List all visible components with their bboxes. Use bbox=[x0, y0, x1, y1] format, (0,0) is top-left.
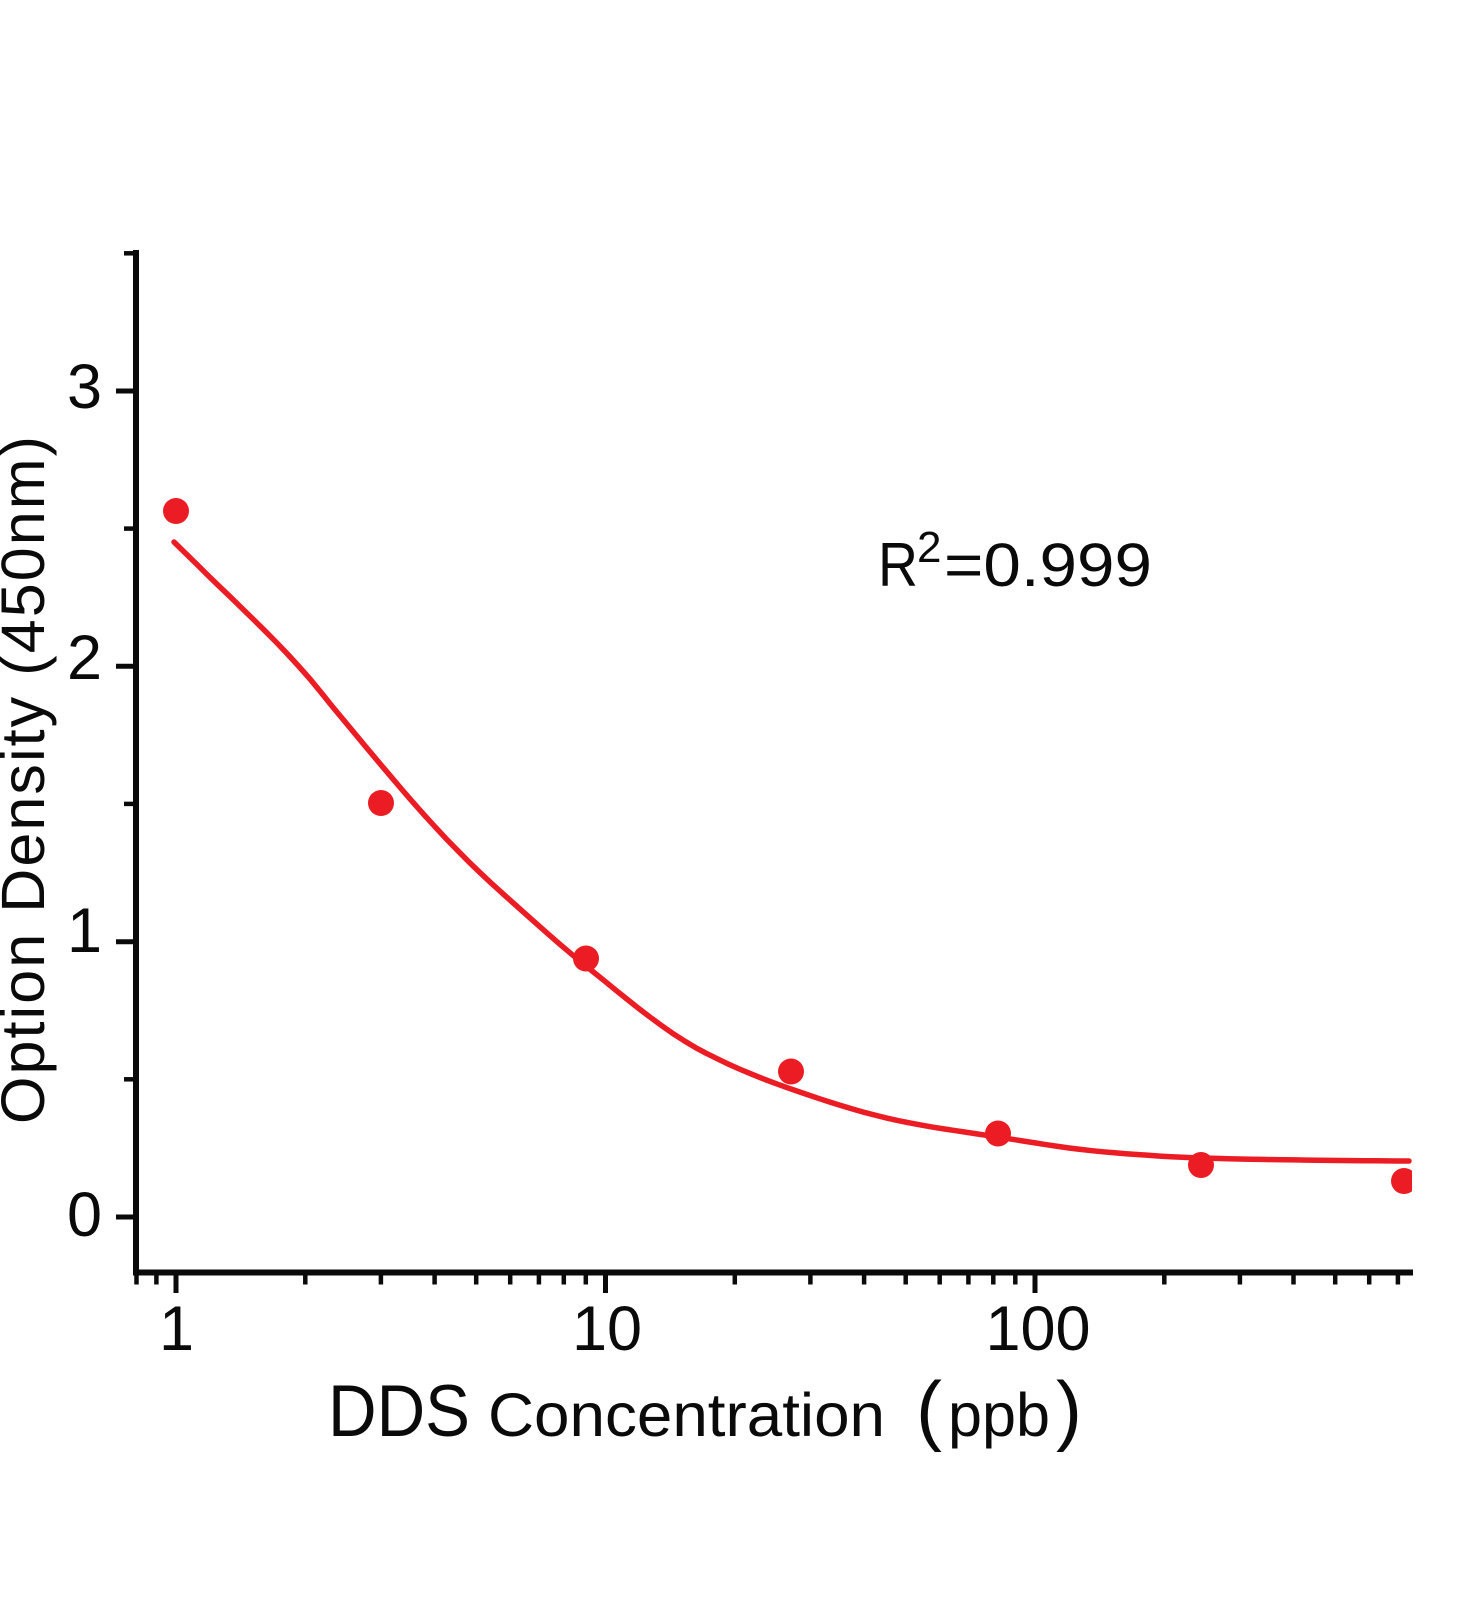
svg-text:R: R bbox=[878, 531, 918, 600]
svg-text:1: 1 bbox=[159, 1294, 194, 1364]
svg-text:10: 10 bbox=[572, 1294, 642, 1364]
svg-text:100: 100 bbox=[985, 1294, 1090, 1364]
svg-text:DDS: DDS bbox=[328, 1371, 470, 1452]
svg-text:Option Density (450nm): Option Density (450nm) bbox=[0, 436, 57, 1124]
svg-text:=0.999: =0.999 bbox=[944, 531, 1152, 599]
svg-text:ppb: ppb bbox=[948, 1381, 1050, 1449]
svg-text:2: 2 bbox=[917, 523, 941, 572]
svg-text:Concentration: Concentration bbox=[488, 1381, 885, 1449]
svg-text:): ) bbox=[1056, 1365, 1082, 1453]
svg-text:2: 2 bbox=[67, 623, 102, 693]
svg-text:1: 1 bbox=[67, 896, 102, 966]
svg-text:(: ( bbox=[916, 1365, 942, 1453]
svg-text:0: 0 bbox=[67, 1180, 102, 1250]
svg-text:3: 3 bbox=[67, 352, 102, 422]
